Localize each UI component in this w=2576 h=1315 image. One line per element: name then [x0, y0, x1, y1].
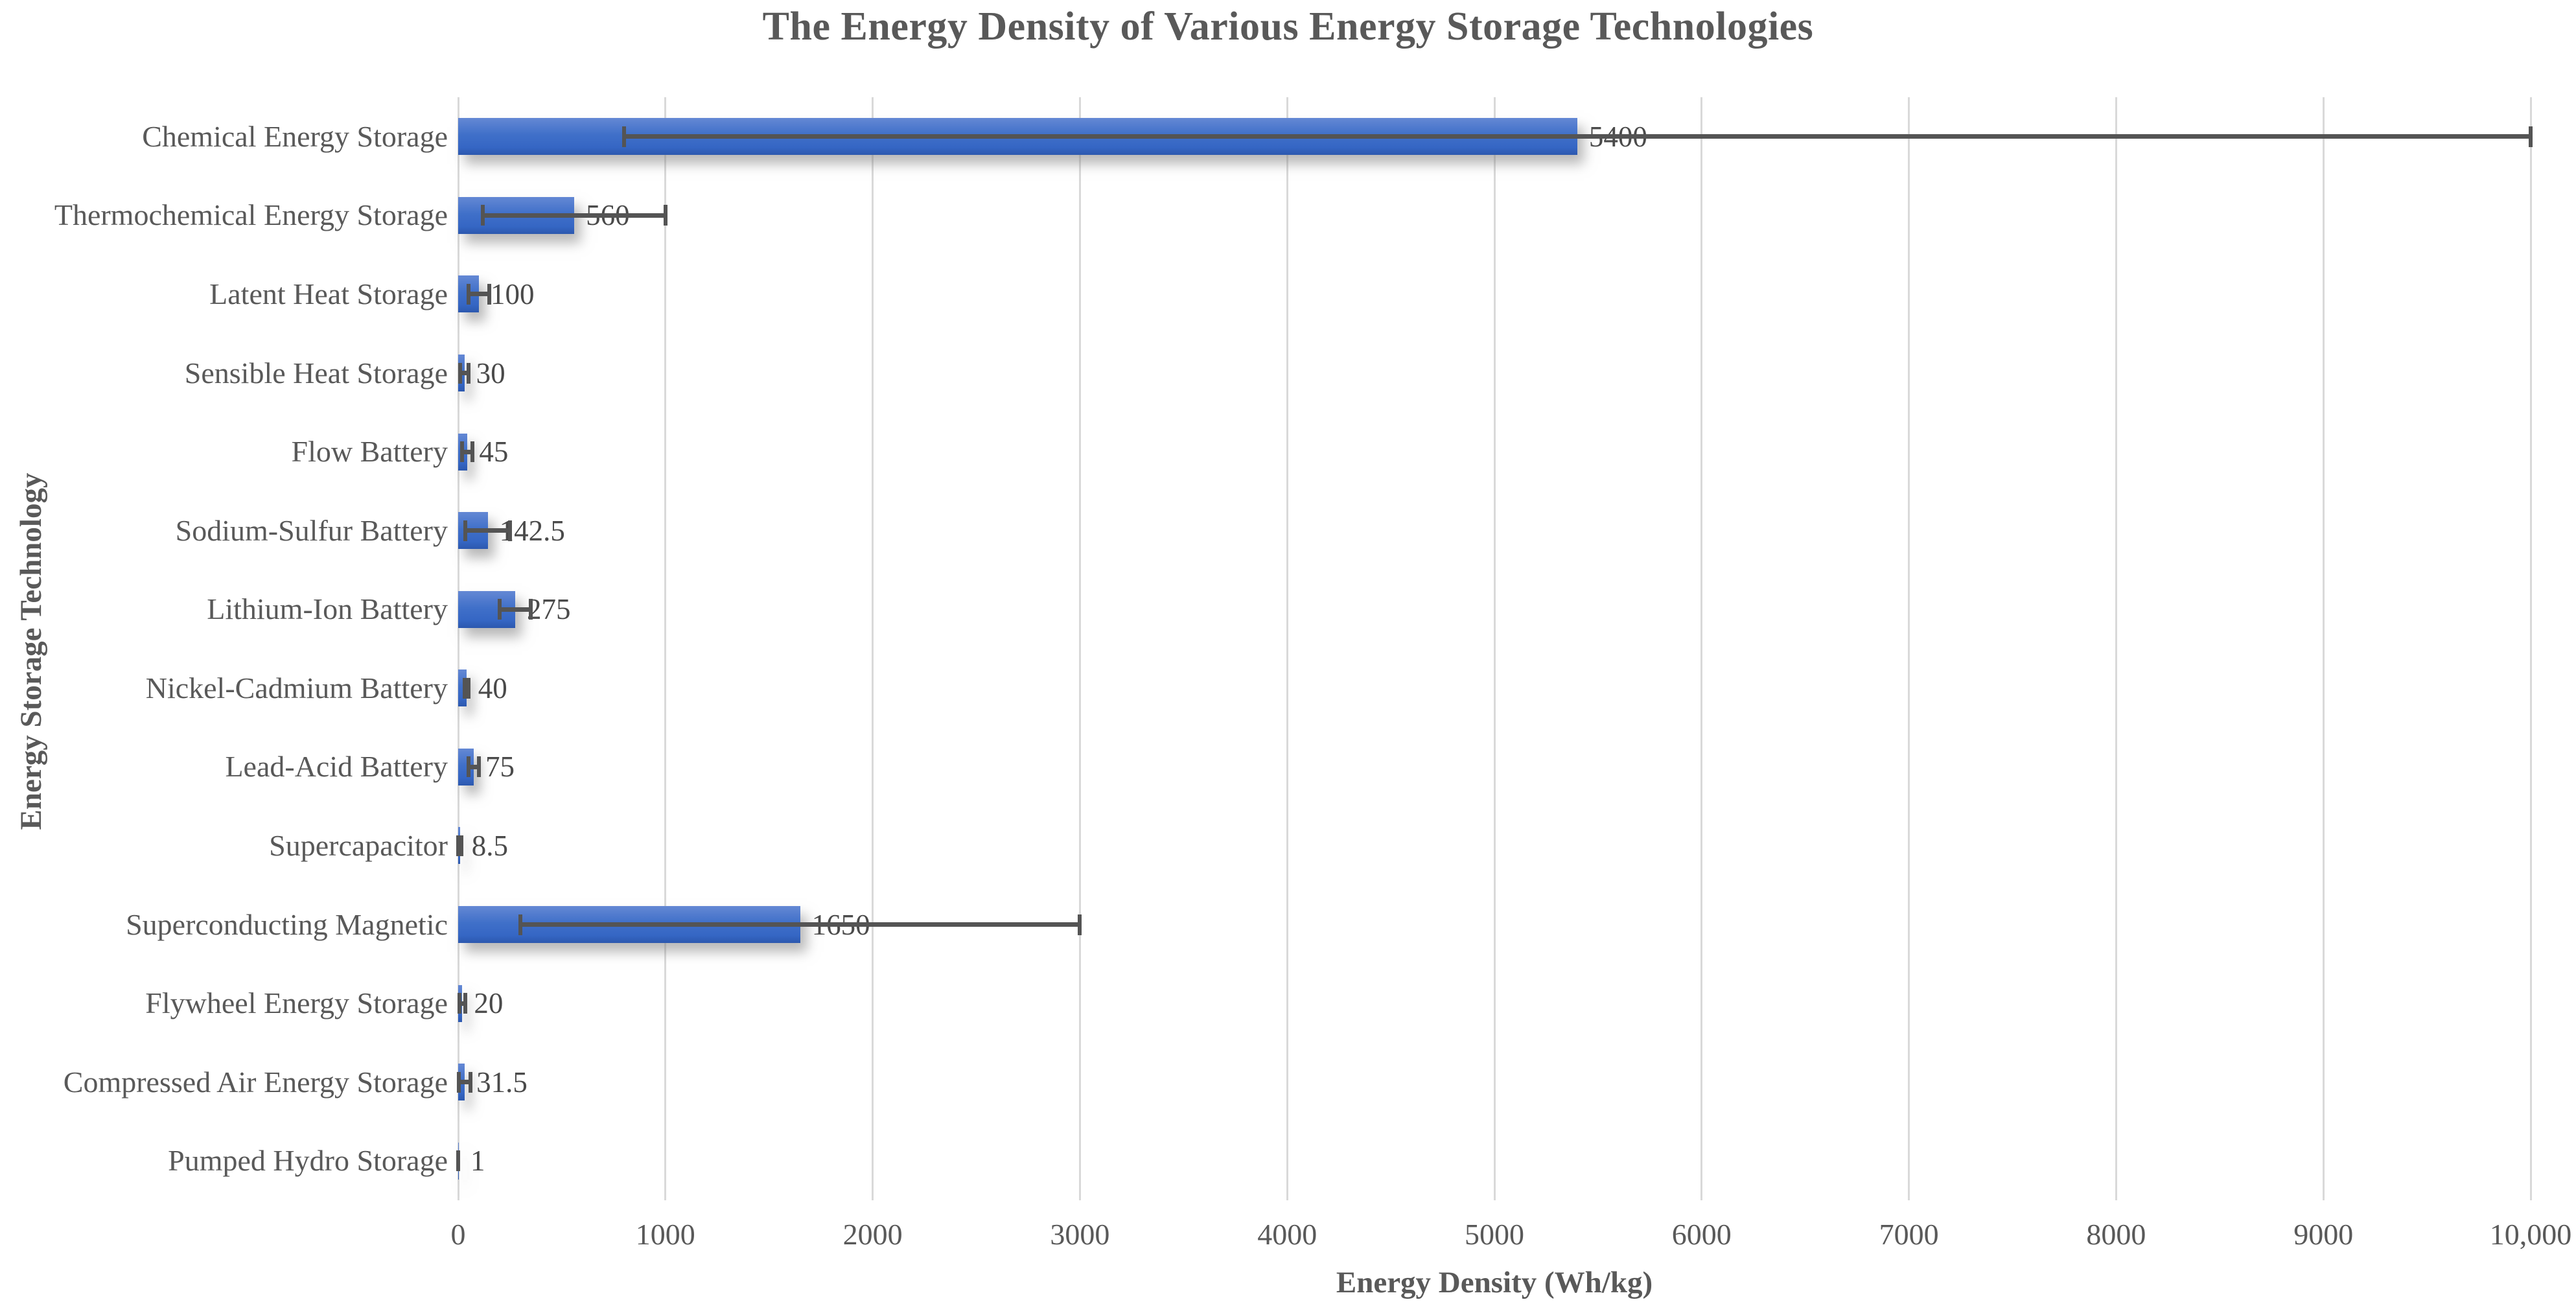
error-bar-left-cap — [621, 126, 626, 147]
error-bar-right-cap — [2529, 126, 2533, 147]
gridline — [2322, 97, 2325, 1200]
chart-title: The Energy Density of Various Energy Sto… — [762, 5, 1814, 49]
error-bar-right-cap — [459, 835, 464, 856]
gridline — [664, 97, 667, 1200]
category-label: Lead-Acid Battery — [225, 750, 448, 784]
gridline — [1700, 97, 1703, 1200]
error-bar-left-cap — [456, 835, 461, 856]
error-bar-left-cap — [458, 362, 463, 384]
category-label: Nickel-Cadmium Battery — [145, 671, 448, 704]
gridline — [1078, 97, 1081, 1200]
error-bar-left-cap — [463, 520, 468, 541]
error-bar-line — [460, 371, 469, 375]
x-tick-label: 5000 — [1465, 1218, 1524, 1251]
error-bar-left-cap — [481, 205, 485, 226]
x-tick-label: 7000 — [1879, 1218, 1939, 1251]
x-tick-label: 3000 — [1050, 1218, 1110, 1251]
x-tick-label: 6000 — [1671, 1218, 1732, 1251]
data-label: 31.5 — [476, 1065, 528, 1099]
error-bar-line — [459, 1001, 466, 1006]
x-tick-label: 9000 — [2293, 1218, 2354, 1251]
x-tick-label: 0 — [450, 1218, 466, 1251]
category-label: Sodium-Sulfur Battery — [175, 513, 448, 547]
error-bar-left-cap — [457, 993, 461, 1014]
category-label: Latent Heat Storage — [209, 277, 448, 310]
data-label: 275 — [526, 593, 571, 626]
error-bar-left-cap — [497, 599, 502, 620]
gridline — [2115, 97, 2117, 1200]
x-tick-label: 8000 — [2086, 1218, 2146, 1251]
y-axis-title: Energy Storage Technology — [14, 472, 48, 830]
error-bar-left-cap — [460, 441, 465, 463]
error-bar-right-cap — [487, 283, 491, 305]
error-bar-right-cap — [470, 441, 475, 463]
data-label: 8.5 — [471, 829, 508, 862]
x-tick-label: 1000 — [635, 1218, 695, 1251]
error-bar-right-cap — [463, 993, 468, 1014]
plot-area: 5400 560 100 30 45 142.5 275 40 75 8.5 1650 20 31.5 1 — [456, 97, 2544, 1200]
error-bar-left-cap — [518, 914, 522, 935]
gridline — [1286, 97, 1288, 1200]
x-axis-title: Energy Density (Wh/kg) — [1336, 1266, 1653, 1299]
gridline — [1493, 97, 1496, 1200]
error-bar-right-cap — [1078, 914, 1082, 935]
data-label: 30 — [476, 356, 505, 390]
data-label: 75 — [485, 751, 515, 784]
category-label: Chemical Energy Storage — [142, 119, 448, 153]
error-bar-right-cap — [456, 1150, 461, 1172]
category-label: Flywheel Energy Storage — [145, 986, 448, 1020]
error-bar-line — [468, 764, 479, 769]
data-label: 1 — [470, 1145, 485, 1178]
error-bar-line — [462, 449, 473, 454]
category-label: Supercapacitor — [269, 828, 448, 862]
data-label: 100 — [490, 277, 535, 310]
error-bar-right-cap — [476, 756, 481, 778]
x-tick-label: 10,000 — [2489, 1218, 2572, 1251]
gridline — [1908, 97, 1910, 1200]
error-bar-right-cap — [528, 599, 533, 620]
x-tick-label: 4000 — [1257, 1218, 1317, 1251]
error-bar-right-cap — [663, 205, 667, 226]
data-label: 40 — [478, 671, 507, 704]
error-bar-right-cap — [469, 1071, 473, 1093]
error-bar-right-cap — [466, 677, 470, 699]
category-label: Compressed Air Energy Storage — [63, 1065, 448, 1099]
error-bar-line — [483, 213, 666, 218]
category-label: Thermochemical Energy Storage — [54, 198, 448, 232]
error-bar-right-cap — [466, 362, 470, 384]
error-bar-line — [464, 686, 469, 691]
category-label: Lithium-Ion Battery — [207, 592, 448, 626]
error-bar-left-cap — [462, 677, 467, 699]
category-label: Superconducting Magnetic — [126, 907, 448, 941]
error-bar-line — [623, 134, 2531, 139]
error-bar-left-cap — [466, 283, 470, 305]
category-label: Flow Battery — [291, 435, 448, 469]
data-label: 20 — [474, 987, 504, 1020]
category-label: Pumped Hydro Storage — [168, 1144, 448, 1178]
data-label: 45 — [479, 436, 509, 469]
gridline — [457, 97, 459, 1200]
x-tick-label: 2000 — [842, 1218, 903, 1251]
error-bar-left-cap — [466, 756, 470, 778]
error-bar-line — [499, 607, 531, 612]
error-bar-line — [458, 1080, 471, 1085]
error-bar-line — [468, 292, 489, 297]
error-bar-left-cap — [456, 1071, 461, 1093]
error-bar-right-cap — [507, 520, 512, 541]
gridline — [872, 97, 874, 1200]
gridline — [2529, 97, 2532, 1200]
error-bar-line — [465, 528, 510, 533]
error-bar-line — [520, 922, 1080, 927]
category-label: Sensible Heat Storage — [184, 356, 448, 390]
